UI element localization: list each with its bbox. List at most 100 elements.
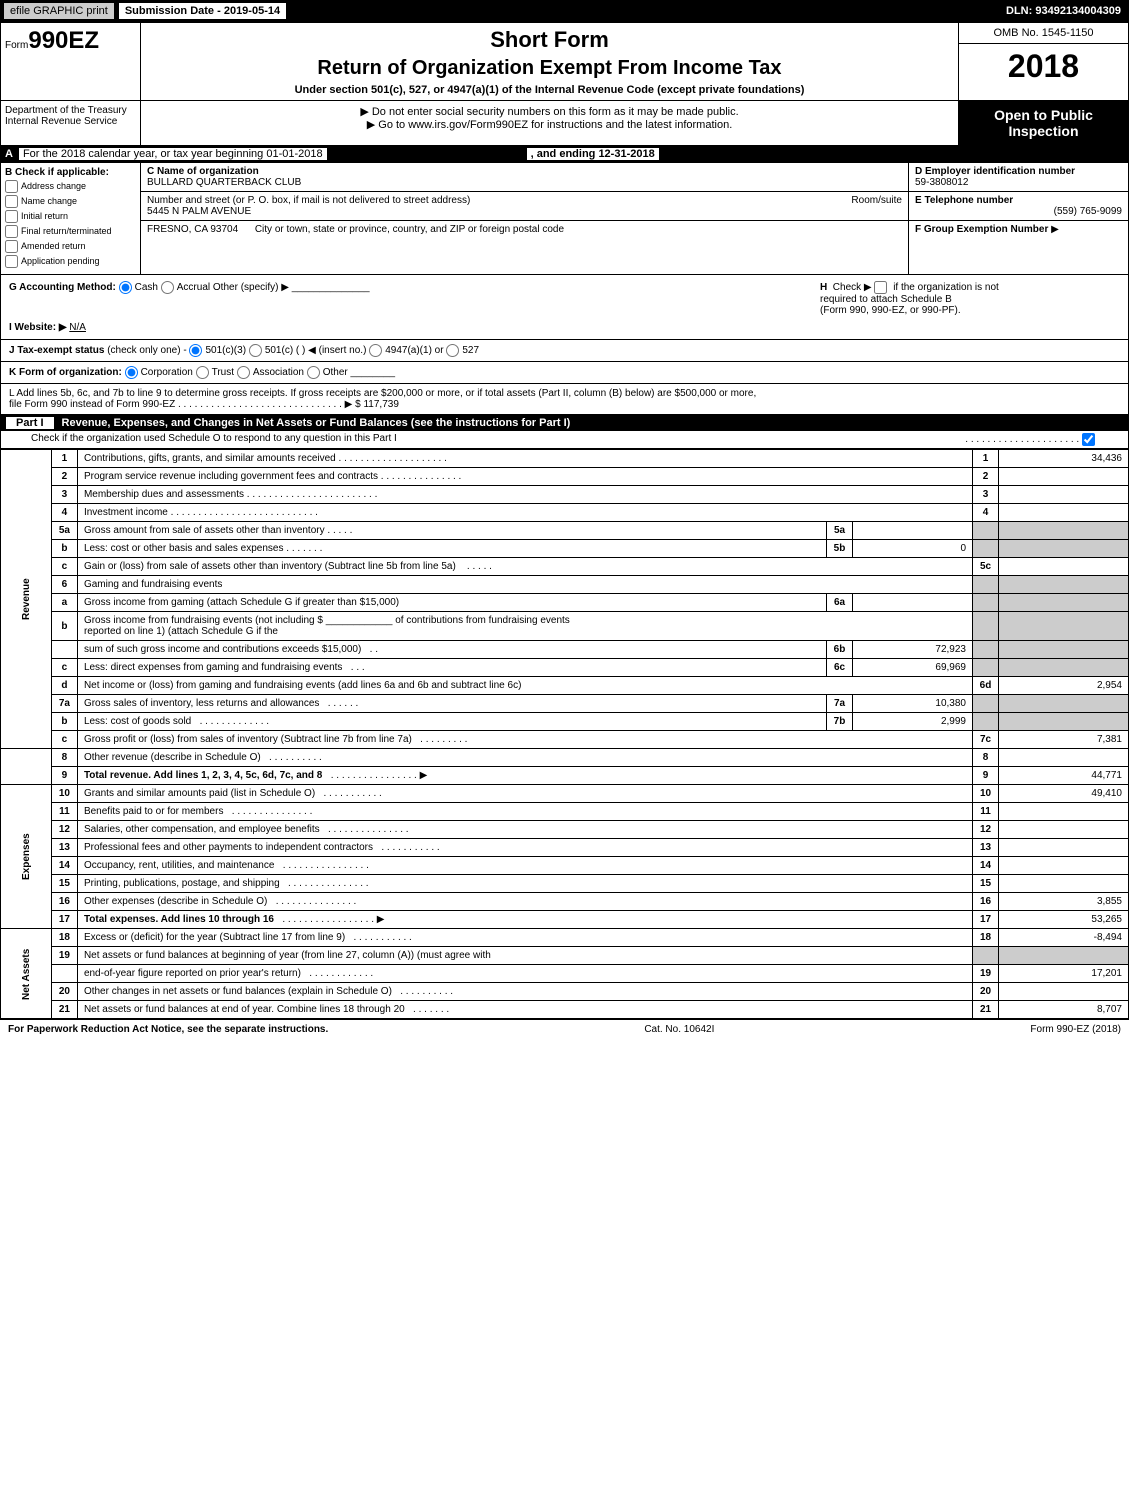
table-row: a Gross income from gaming (attach Sched… <box>1 594 1129 612</box>
column-b: B Check if applicable: Address change Na… <box>1 163 141 274</box>
form-header: Form990EZ Short Form Return of Organizat… <box>0 22 1129 101</box>
open-public-2: Inspection <box>965 123 1122 139</box>
table-row: 7a Gross sales of inventory, less return… <box>1 695 1129 713</box>
part-1-header: Part I Revenue, Expenses, and Changes in… <box>0 415 1129 431</box>
table-row: c Gain or (loss) from sale of assets oth… <box>1 558 1129 576</box>
line-rnum: 1 <box>973 450 999 468</box>
row-l: L Add lines 5b, 6c, and 7b to line 9 to … <box>0 384 1129 415</box>
radio-4947[interactable] <box>369 344 382 357</box>
check-address-change[interactable]: Address change <box>5 180 136 193</box>
omb-number: OMB No. 1545-1150 <box>959 23 1128 44</box>
table-row: d Net income or (loss) from gaming and f… <box>1 677 1129 695</box>
i-label: I Website: ▶ <box>9 322 67 333</box>
submission-date: Submission Date - 2019-05-14 <box>118 2 287 20</box>
table-row: Net Assets 18 Excess or (deficit) for th… <box>1 929 1129 947</box>
check-final-return[interactable]: Final return/terminated <box>5 225 136 238</box>
form-number-box: Form990EZ <box>1 23 141 100</box>
radio-accrual[interactable] <box>161 281 174 294</box>
net-assets-side-label: Net Assets <box>1 929 52 1019</box>
l-text-2: file Form 990 instead of Form 990-EZ <box>9 399 175 410</box>
radio-corp[interactable] <box>125 366 138 379</box>
section-a-label: A <box>5 148 13 160</box>
radio-501c[interactable] <box>249 344 262 357</box>
checkbox-address[interactable] <box>5 180 18 193</box>
table-row: b Less: cost of goods sold . . . . . . .… <box>1 713 1129 731</box>
other-specify: Other (specify) ▶ <box>213 282 289 293</box>
table-row: 19 Net assets or fund balances at beginn… <box>1 947 1129 965</box>
org-name-box: C Name of organization BULLARD QUARTERBA… <box>141 163 908 192</box>
short-form-title: Short Form <box>145 27 954 53</box>
expenses-side-label: Expenses <box>1 785 52 929</box>
table-row: 3 Membership dues and assessments . . . … <box>1 486 1129 504</box>
top-bar-left: efile GRAPHIC print Submission Date - 20… <box>4 2 287 20</box>
table-row: c Less: direct expenses from gaming and … <box>1 659 1129 677</box>
table-row: Expenses 10 Grants and similar amounts p… <box>1 785 1129 803</box>
accounting-method: G Accounting Method: Cash Accrual Other … <box>9 281 370 316</box>
line-val: 34,436 <box>999 450 1129 468</box>
table-row: sum of such gross income and contributio… <box>1 641 1129 659</box>
radio-trust[interactable] <box>196 366 209 379</box>
table-row: 16 Other expenses (describe in Schedule … <box>1 893 1129 911</box>
table-row: 2 Program service revenue including gove… <box>1 468 1129 486</box>
efile-print-button[interactable]: efile GRAPHIC print <box>4 3 114 19</box>
f-label: F Group Exemption Number <box>915 224 1048 235</box>
city-label: City or town, state or province, country… <box>255 224 564 235</box>
h-text-3: (Form 990, 990-EZ, or 990-PF). <box>820 305 961 316</box>
h-label: H <box>820 282 827 293</box>
table-row: 4 Investment income . . . . . . . . . . … <box>1 504 1129 522</box>
check-name-change[interactable]: Name change <box>5 195 136 208</box>
g-label: G Accounting Method: <box>9 282 116 293</box>
street-address: 5445 N PALM AVENUE <box>147 206 251 217</box>
section-a-row: A For the 2018 calendar year, or tax yea… <box>0 146 1129 163</box>
d-label: D Employer identification number <box>915 166 1075 177</box>
phone-box: E Telephone number (559) 765-9099 <box>909 192 1128 221</box>
checkbox-name[interactable] <box>5 195 18 208</box>
check-application-pending[interactable]: Application pending <box>5 255 136 268</box>
table-row: 15 Printing, publications, postage, and … <box>1 875 1129 893</box>
part-1-label: Part I <box>6 417 54 429</box>
form-prefix: Form <box>5 40 28 51</box>
checkbox-pending[interactable] <box>5 255 18 268</box>
footer-left: For Paperwork Reduction Act Notice, see … <box>8 1024 328 1035</box>
radio-cash[interactable] <box>119 281 132 294</box>
room-label: Room/suite <box>851 195 902 206</box>
part-1-check-row: Check if the organization used Schedule … <box>0 431 1129 449</box>
section-a-ending: , and ending 12-31-2018 <box>527 148 659 160</box>
check-amended-return[interactable]: Amended return <box>5 240 136 253</box>
group-exemption-box: F Group Exemption Number ▶ <box>909 221 1128 238</box>
col-b-label: B <box>5 167 12 178</box>
part-1-title: Revenue, Expenses, and Changes in Net As… <box>62 417 1123 429</box>
column-c: C Name of organization BULLARD QUARTERBA… <box>141 163 908 274</box>
f-arrow: ▶ <box>1051 224 1059 235</box>
address-box: Number and street (or P. O. box, if mail… <box>141 192 908 221</box>
checkbox-amended[interactable] <box>5 240 18 253</box>
table-row: 17 Total expenses. Add lines 10 through … <box>1 911 1129 929</box>
h-check-label: Check ▶ <box>833 282 872 293</box>
table-row: c Gross profit or (loss) from sales of i… <box>1 731 1129 749</box>
radio-527[interactable] <box>446 344 459 357</box>
j-label: J Tax-exempt status <box>9 345 104 356</box>
table-row: 5a Gross amount from sale of assets othe… <box>1 522 1129 540</box>
ein: 59-3808012 <box>915 177 968 188</box>
h-check-box: H Check ▶ if the organization is not req… <box>820 281 1120 316</box>
open-public-1: Open to Public <box>965 107 1122 123</box>
radio-assoc[interactable] <box>237 366 250 379</box>
row-j: J Tax-exempt status (check only one) - 5… <box>0 340 1129 362</box>
dept-warnings: ▶ Do not enter social security numbers o… <box>141 101 958 145</box>
footer: For Paperwork Reduction Act Notice, see … <box>0 1019 1129 1039</box>
table-row: 12 Salaries, other compensation, and emp… <box>1 821 1129 839</box>
checkbox-final[interactable] <box>5 225 18 238</box>
checkbox-h[interactable] <box>874 281 887 294</box>
radio-501c3[interactable] <box>189 344 202 357</box>
check-if-label: Check if applicable: <box>15 167 109 178</box>
check-initial-return[interactable]: Initial return <box>5 210 136 223</box>
subtitle: Under section 501(c), 527, or 4947(a)(1)… <box>145 84 954 96</box>
line-num: 1 <box>51 450 77 468</box>
table-row: end-of-year figure reported on prior yea… <box>1 965 1129 983</box>
info-grid: B Check if applicable: Address change Na… <box>0 163 1129 275</box>
checkbox-initial[interactable] <box>5 210 18 223</box>
ein-box: D Employer identification number 59-3808… <box>909 163 1128 192</box>
checkbox-schedule-o[interactable] <box>1082 433 1095 446</box>
radio-other-org[interactable] <box>307 366 320 379</box>
dept-info: Department of the Treasury Internal Reve… <box>1 101 141 145</box>
